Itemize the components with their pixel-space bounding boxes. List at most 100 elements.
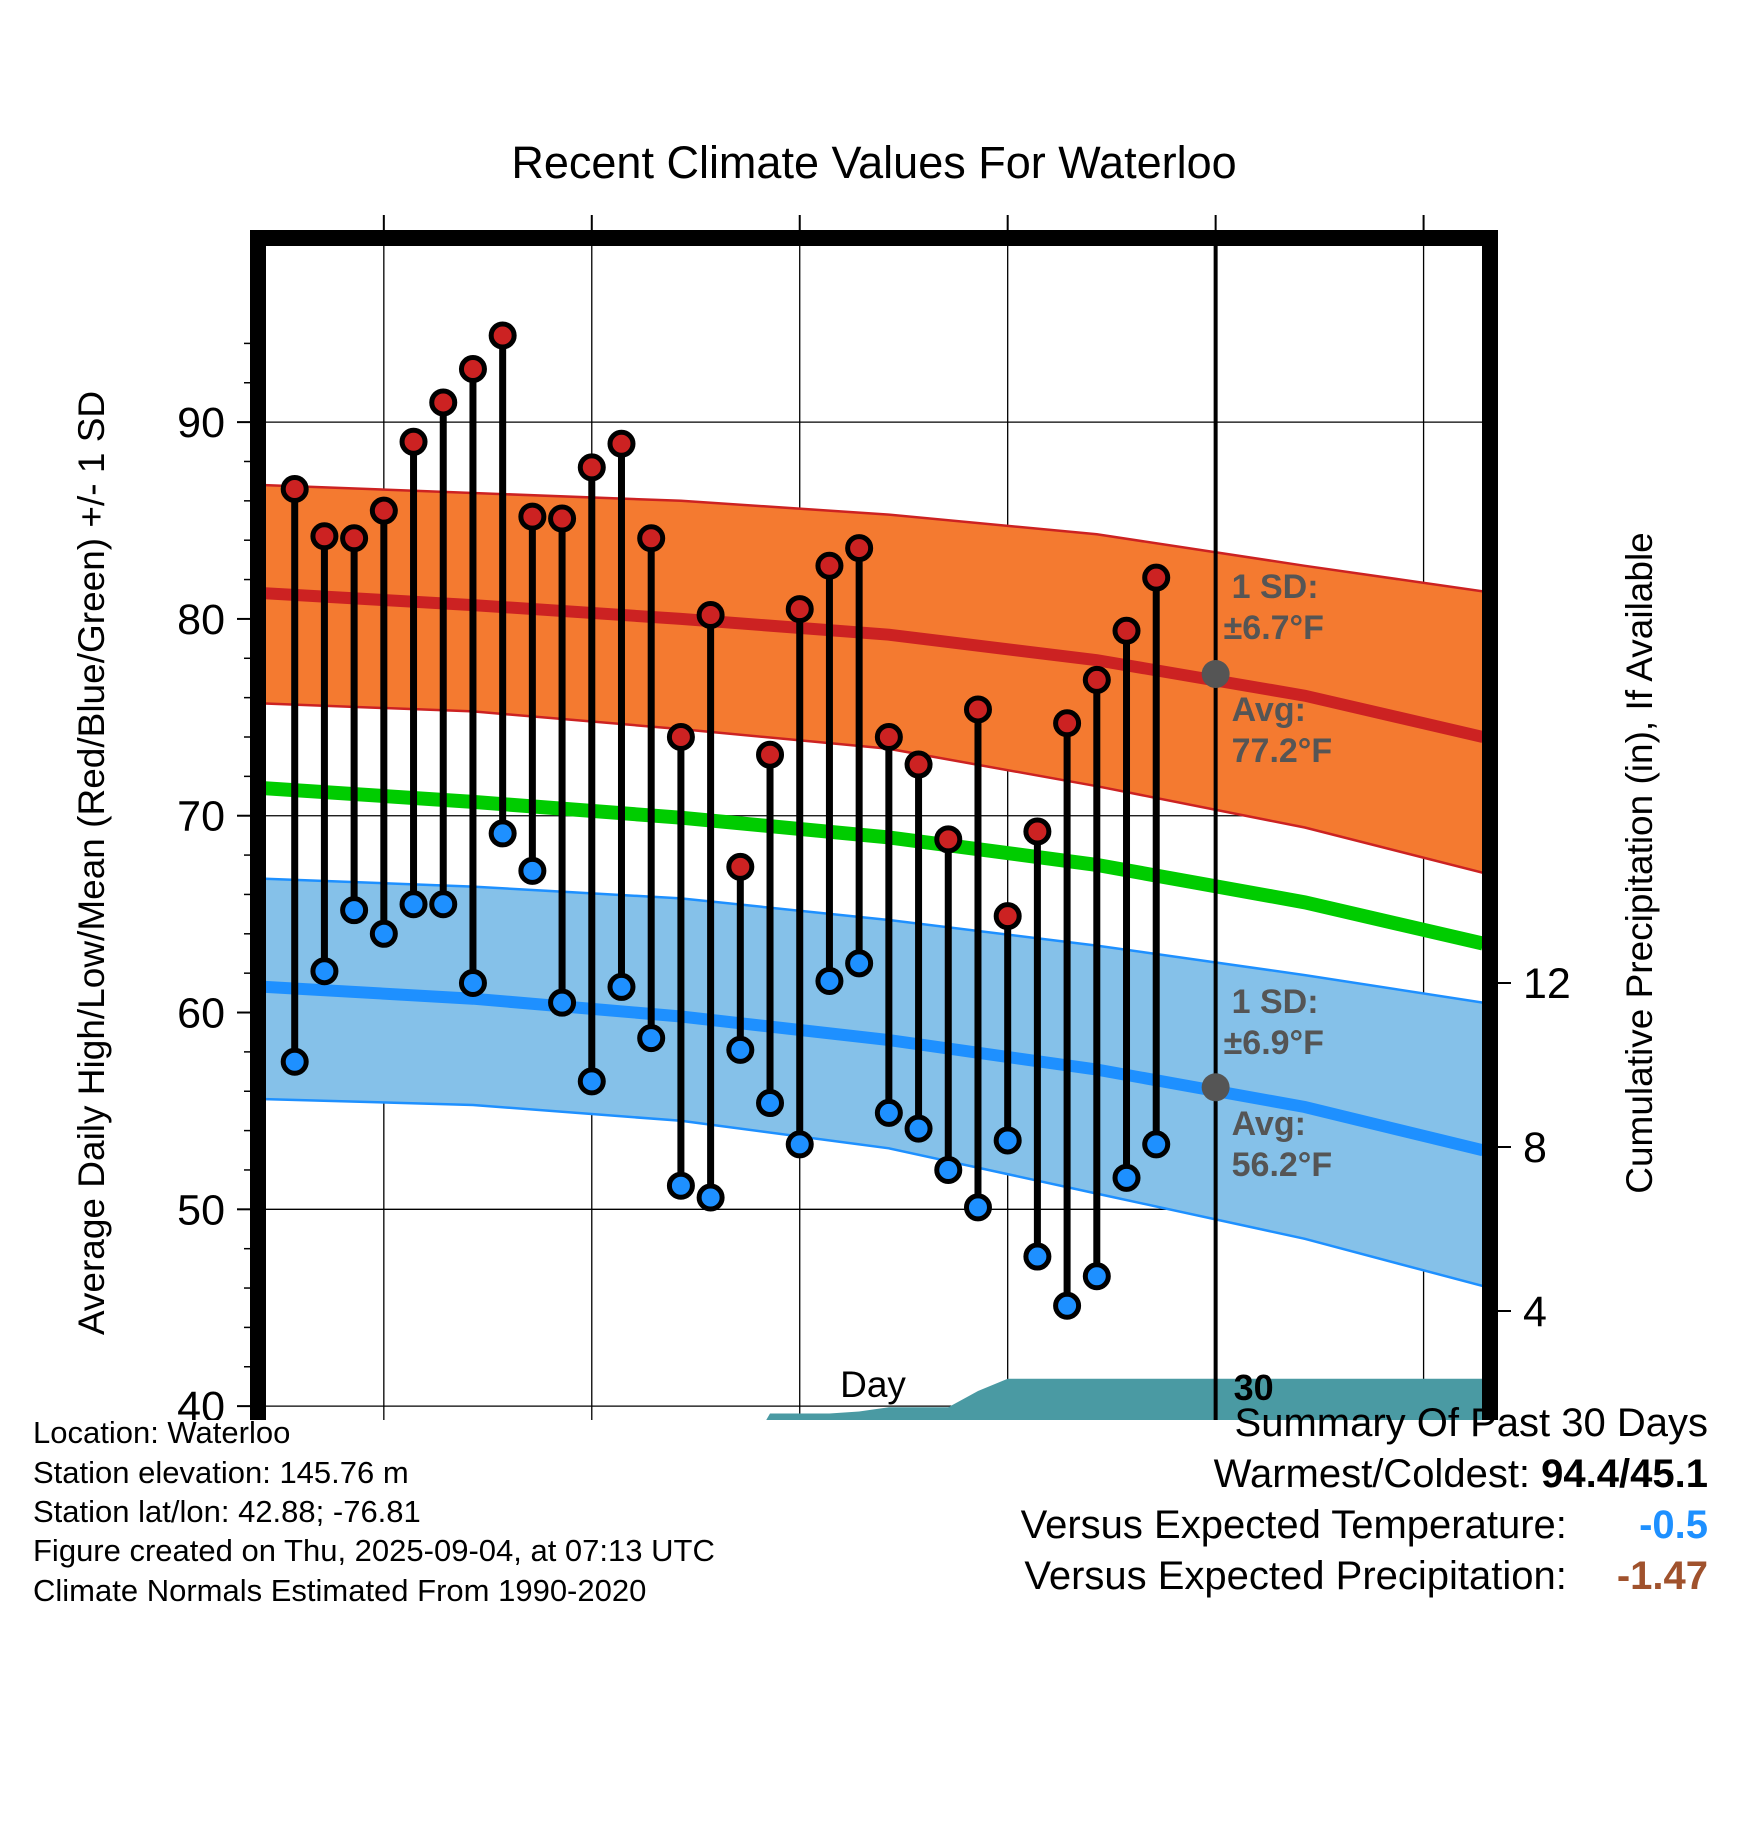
warmest-label: Warmest/Coldest:: [1213, 1452, 1531, 1496]
low-point: [815, 967, 844, 996]
low-point: [340, 896, 369, 925]
low-sd-band: [265, 878, 1483, 1287]
high-point: [993, 902, 1022, 931]
summary-precip-row: Versus Expected Precipitation: -1.47: [1024, 1554, 1708, 1599]
high-point: [548, 504, 577, 533]
low-sd-value: ±6.9°F: [1224, 1024, 1324, 1062]
x-axis-label: Day: [840, 1364, 906, 1405]
high-point: [280, 475, 309, 504]
temp-value: -0.5: [1639, 1503, 1708, 1547]
precip-area: [766, 1378, 1483, 1420]
low-point: [518, 856, 547, 885]
y2-axis-label: Cumulative Precipitation (in), If Availa…: [1619, 532, 1660, 1194]
low-avg-value: 56.2°F: [1232, 1146, 1333, 1184]
low-point: [756, 1089, 785, 1118]
plot-frame: [250, 230, 1498, 1420]
low-point: [1053, 1291, 1082, 1320]
plot-content: [265, 245, 1483, 1420]
high-point: [1023, 817, 1052, 846]
high-point: [488, 321, 517, 350]
high-point: [1053, 709, 1082, 738]
high-point: [429, 388, 458, 417]
high-point: [666, 723, 695, 751]
low-point: [488, 819, 517, 848]
y-tick-label: 60: [177, 990, 225, 1038]
high-point: [399, 427, 428, 456]
low-point: [577, 1067, 606, 1096]
today-high-avg-marker: [1201, 660, 1230, 689]
days-label-line1: 30: [1234, 1367, 1274, 1408]
high-avg-label: Avg:: [1232, 691, 1306, 729]
low-point: [399, 890, 428, 919]
high-point: [845, 534, 874, 563]
low-point: [369, 919, 398, 948]
low-point: [963, 1193, 992, 1222]
temp-label: Versus Expected Temperature:: [1020, 1503, 1567, 1547]
low-point: [1112, 1163, 1141, 1192]
high-point: [577, 453, 606, 482]
y-tick-label: 40: [177, 1383, 225, 1420]
normals-text: Climate Normals Estimated From 1990-2020: [33, 1573, 647, 1608]
high-point: [340, 524, 369, 553]
created-text: Figure created on Thu, 2025-09-04, at 07…: [33, 1533, 715, 1568]
location-text: Location: Waterloo: [33, 1415, 291, 1450]
high-sd-value: ±6.7°F: [1224, 609, 1324, 647]
days-label-line2: Days: [1234, 1413, 1320, 1420]
high-avg-value: 77.2°F: [1232, 732, 1333, 770]
low-point: [548, 988, 577, 1017]
precip-value: -1.47: [1616, 1554, 1708, 1598]
summary-warmest-row: Warmest/Coldest: 94.4/45.1: [1214, 1452, 1708, 1497]
chart-title: Recent Climate Values For Waterloo: [511, 137, 1236, 188]
high-point: [785, 595, 814, 624]
high-point: [310, 522, 339, 551]
y-tick-label: 70: [177, 793, 225, 841]
y-tick-label: 50: [177, 1186, 225, 1234]
latlon-text: Station lat/lon: 42.88; -76.81: [33, 1494, 421, 1529]
y-axis-label: Average Daily High/Low/Mean (Red/Blue/Gr…: [71, 391, 112, 1335]
high-point: [1142, 563, 1171, 592]
low-avg-label: Avg:: [1232, 1105, 1306, 1143]
high-point: [963, 695, 992, 724]
precip-label: Versus Expected Precipitation:: [1024, 1554, 1567, 1598]
y2-tick-label: 8: [1523, 1124, 1547, 1172]
y2-tick-label: 12: [1523, 960, 1571, 1008]
y2-tick-label: 4: [1523, 1288, 1547, 1336]
low-point: [280, 1047, 309, 1076]
low-point: [993, 1126, 1022, 1155]
y-tick-label: 90: [177, 399, 225, 447]
climate-chart: Recent Climate Values For Waterloo 1 SD:…: [71, 137, 1660, 1420]
warmest-value: 94.4/45.1: [1541, 1452, 1708, 1496]
high-point: [637, 524, 666, 553]
high-point: [1112, 616, 1141, 645]
low-point: [429, 890, 458, 919]
summary-title: Summary Of Past 30 Days: [1234, 1401, 1708, 1445]
low-point: [458, 969, 487, 997]
low-point: [666, 1171, 695, 1200]
low-point: [1142, 1130, 1171, 1159]
today-low-avg-marker: [1201, 1073, 1230, 1102]
low-sd-label: 1 SD:: [1232, 983, 1319, 1021]
high-sd-label: 1 SD:: [1232, 568, 1319, 606]
high-point: [904, 750, 933, 779]
low-point: [845, 949, 874, 978]
low-point: [1023, 1242, 1052, 1271]
low-lower-line: [265, 1097, 1483, 1288]
high-point: [1082, 665, 1111, 694]
low-point: [310, 957, 339, 986]
low-point: [726, 1035, 755, 1064]
high-point: [369, 496, 398, 525]
high-point: [458, 354, 487, 383]
low-point: [1082, 1262, 1111, 1291]
high-sd-band: [265, 485, 1483, 873]
low-point: [934, 1155, 963, 1184]
low-point: [904, 1114, 933, 1143]
high-point: [815, 551, 844, 580]
y-tick-label: 80: [177, 596, 225, 644]
high-point: [726, 852, 755, 881]
low-point: [696, 1183, 725, 1212]
high-point: [607, 429, 636, 458]
high-point: [874, 723, 903, 751]
high-point: [934, 825, 963, 854]
summary-temp-row: Versus Expected Temperature: -0.5: [1021, 1503, 1708, 1548]
